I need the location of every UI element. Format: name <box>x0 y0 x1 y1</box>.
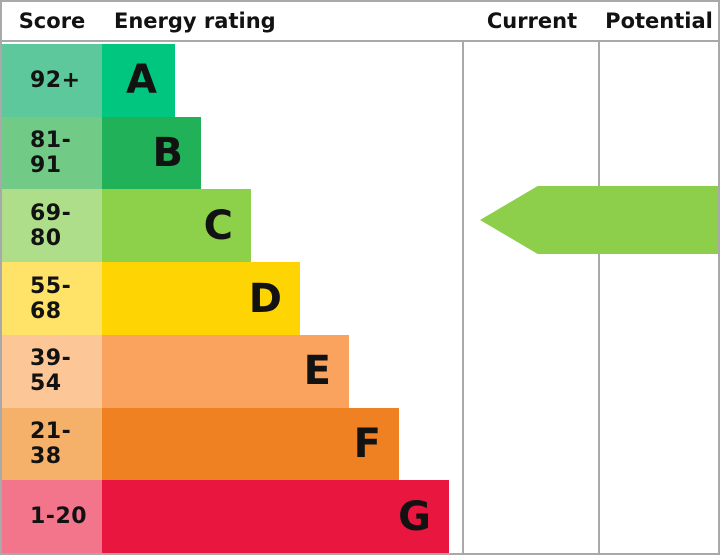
band-letter-a: A <box>126 57 157 104</box>
band-bar-b: B <box>102 116 201 190</box>
score-range-label: 21-38 <box>30 418 72 469</box>
score-range-label: 39-54 <box>30 346 72 397</box>
score-range-d: 55-68 <box>2 262 102 335</box>
score-range-label: 55-68 <box>30 273 72 324</box>
chart-header: Score Energy rating Current Potential <box>2 2 718 42</box>
band-letter-f: F <box>353 420 381 467</box>
rating-row-f: 21-38 F <box>2 407 462 481</box>
score-range-f: 21-38 <box>2 407 102 481</box>
rating-row-b: 81-91 B <box>2 116 462 190</box>
band-letter-e: E <box>303 348 331 395</box>
band-letter-c: C <box>203 202 233 249</box>
rating-row-d: 55-68 D <box>2 262 462 335</box>
potential-column-divider <box>598 2 600 553</box>
current-column-divider <box>462 2 464 553</box>
band-letter-d: D <box>248 275 282 322</box>
score-range-c: 69-80 <box>2 189 102 263</box>
score-range-label: 92+ <box>30 67 81 93</box>
band-bar-f: F <box>102 407 399 481</box>
band-bar-c: C <box>102 189 251 263</box>
rating-row-a: 92+ A <box>2 44 462 117</box>
header-energy-rating: Energy rating <box>114 9 276 33</box>
band-letter-b: B <box>152 130 184 177</box>
rating-rows: 92+ A 81-91 B 69-80 C 55-68 <box>2 44 462 553</box>
score-range-g: 1-20 <box>2 480 102 553</box>
score-range-label: 69-80 <box>30 200 72 251</box>
score-range-a: 92+ <box>2 44 102 117</box>
band-bar-e: E <box>102 334 349 408</box>
score-range-e: 39-54 <box>2 334 102 408</box>
score-range-label: 1-20 <box>30 504 88 530</box>
score-range-b: 81-91 <box>2 116 102 190</box>
band-bar-g: G <box>102 480 449 553</box>
header-score: Score <box>18 9 86 33</box>
rating-row-e: 39-54 E <box>2 334 462 408</box>
rating-row-c: 69-80 C <box>2 189 462 263</box>
score-range-label: 81-91 <box>30 128 72 179</box>
header-current: Current <box>486 9 578 33</box>
rating-row-g: 1-20 G <box>2 480 462 553</box>
band-bar-d: D <box>102 262 300 335</box>
band-letter-g: G <box>398 493 431 540</box>
header-potential: Potential <box>605 9 713 33</box>
band-bar-a: A <box>102 44 175 117</box>
